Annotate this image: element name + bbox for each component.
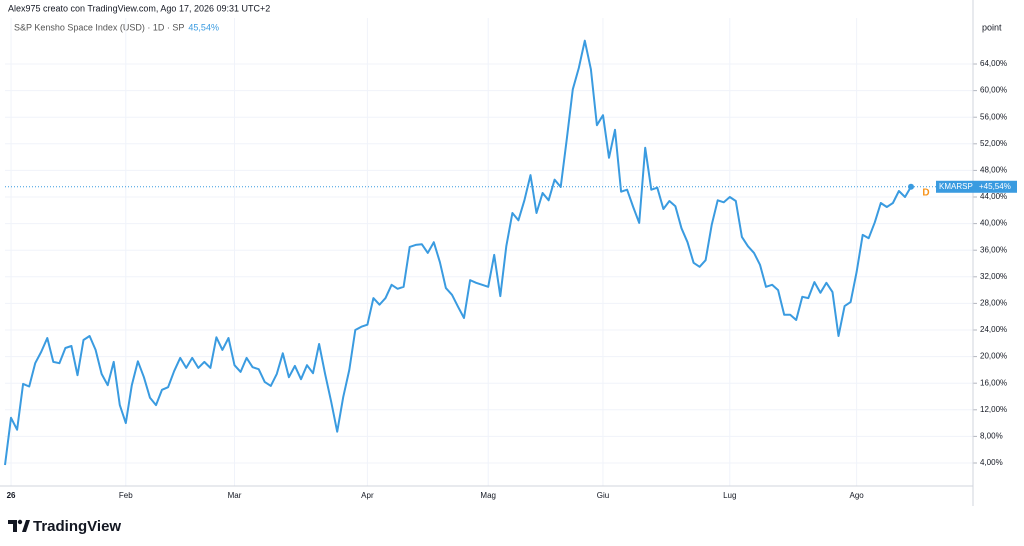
last-value-badge — [936, 180, 1017, 193]
x-tick-label: Feb — [119, 491, 133, 500]
y-tick-label: 32,00% — [980, 272, 1007, 281]
x-tick-label: 26 — [7, 491, 16, 500]
x-tick-label: Mag — [480, 491, 496, 500]
y-tick-label: 16,00% — [980, 378, 1007, 387]
chart-title: S&P Kensho Space Index (USD) · 1D · SP — [14, 22, 184, 32]
x-tick-label: Ago — [850, 491, 865, 500]
y-tick-label: 48,00% — [980, 166, 1007, 175]
x-tick-label: Giu — [597, 491, 609, 500]
logo: TradingView — [33, 518, 121, 535]
axis-unit: point — [982, 22, 1002, 32]
y-tick-label: 40,00% — [980, 219, 1007, 228]
y-tick-label: 52,00% — [980, 139, 1007, 148]
x-tick-label: Mar — [228, 491, 242, 500]
dividend-marker: D — [922, 187, 929, 198]
y-tick-label: 36,00% — [980, 245, 1007, 254]
price-line — [4, 39, 912, 466]
change-label: 45,54% — [188, 22, 219, 32]
attribution: Alex975 creato con TradingView.com, Ago … — [8, 3, 270, 13]
x-tick-label: Lug — [723, 491, 736, 500]
y-tick-label: 56,00% — [980, 112, 1007, 121]
y-tick-label: 12,00% — [980, 405, 1007, 414]
last-value-label: +45,54% — [979, 182, 1011, 191]
ticker-label: KMARSP — [939, 182, 973, 191]
y-tick-label: 60,00% — [980, 86, 1007, 95]
y-tick-label: 44,00% — [980, 192, 1007, 201]
y-tick-label: 24,00% — [980, 325, 1007, 334]
y-tick-label: 8,00% — [980, 432, 1003, 441]
last-point — [908, 183, 914, 190]
logo-icon — [8, 519, 30, 532]
y-tick-label: 28,00% — [980, 299, 1007, 308]
y-tick-label: 64,00% — [980, 59, 1007, 68]
y-tick-label: 4,00% — [980, 458, 1003, 467]
y-tick-label: 20,00% — [980, 352, 1007, 361]
x-tick-label: Apr — [361, 491, 374, 500]
